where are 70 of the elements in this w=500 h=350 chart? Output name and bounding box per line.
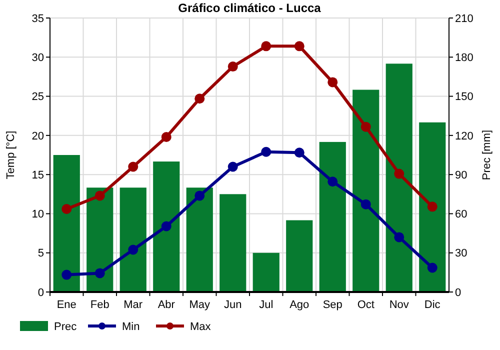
point <box>228 162 238 172</box>
bar <box>252 252 280 292</box>
y-tick-label: 5 <box>38 248 44 260</box>
y2-tick-label: 0 <box>455 286 462 299</box>
point <box>194 94 205 104</box>
chart-title: Gráfico climático - Lucca <box>178 1 322 15</box>
point <box>62 204 72 214</box>
x-tick-label: Ago <box>290 299 310 311</box>
y-tick-label: 0 <box>38 286 44 299</box>
point <box>228 62 238 72</box>
y-tick-label: 20 <box>32 130 44 142</box>
y2-tick-label: 90 <box>455 169 468 182</box>
point <box>360 122 371 132</box>
x-tick-label: Oct <box>357 299 374 311</box>
legend-label: Max <box>190 320 212 333</box>
point <box>261 41 272 52</box>
x-tick-label: Ene <box>56 299 76 311</box>
bar <box>352 90 380 292</box>
point <box>394 168 404 179</box>
bar <box>220 194 246 292</box>
y-tick-label: 15 <box>32 169 44 182</box>
legend-label: Prec <box>54 320 78 333</box>
point <box>427 202 438 212</box>
point <box>328 77 338 88</box>
point <box>328 176 338 187</box>
point <box>194 190 205 201</box>
x-tick-label: Mar <box>124 299 143 311</box>
x-tick-label: May <box>189 299 211 311</box>
point <box>294 148 304 158</box>
bar <box>153 162 180 292</box>
y2-tick-label: 60 <box>455 208 468 221</box>
x-tick-label: Jun <box>224 299 242 311</box>
y2-tick-label: 150 <box>455 91 474 104</box>
legend-label: Min <box>122 320 140 333</box>
point <box>394 232 404 242</box>
y-tick-label: 30 <box>32 52 44 64</box>
bar <box>419 122 446 292</box>
bar <box>286 220 313 292</box>
x-tick-label: Sep <box>322 299 342 311</box>
point <box>261 146 272 157</box>
point <box>94 190 105 201</box>
bar <box>319 142 346 292</box>
y2-axis-title: Prec [mm] <box>481 130 493 180</box>
bar <box>386 64 412 292</box>
y-tick-label: 10 <box>32 208 44 221</box>
y-tick-label: 25 <box>32 91 44 104</box>
bar <box>86 188 114 292</box>
x-tick-label: Jul <box>259 299 274 311</box>
point <box>161 132 172 142</box>
point <box>294 41 304 52</box>
point <box>161 221 172 232</box>
x-tick-label: Feb <box>90 299 110 311</box>
x-tick-label: Dic <box>424 299 441 311</box>
x-tick-label: Abr <box>158 299 176 311</box>
point <box>360 199 371 210</box>
y2-tick-label: 120 <box>455 130 474 142</box>
point <box>128 244 138 255</box>
x-tick-label: Nov <box>389 299 410 311</box>
point <box>62 270 72 280</box>
y-axis-title: Temp [°C] <box>5 130 17 180</box>
point <box>94 268 105 278</box>
y2-tick-label: 30 <box>455 248 468 260</box>
y2-tick-label: 210 <box>455 12 474 25</box>
y-tick-label: 35 <box>32 12 44 25</box>
point <box>128 162 138 172</box>
bar <box>120 188 146 292</box>
point <box>427 262 438 273</box>
bar <box>186 188 213 292</box>
y2-tick-label: 180 <box>455 52 474 64</box>
bar <box>53 155 80 292</box>
